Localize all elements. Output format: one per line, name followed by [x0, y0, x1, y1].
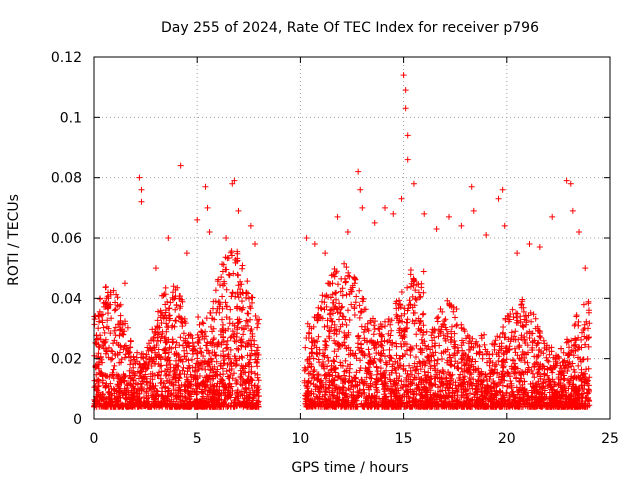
data-point: [404, 156, 411, 163]
y-tick-label: 0.12: [51, 50, 82, 66]
data-point: [355, 168, 362, 175]
data-point: [344, 228, 351, 235]
data-point: [251, 241, 258, 248]
y-tick-label: 0.06: [51, 231, 82, 247]
data-point: [483, 231, 490, 238]
x-tick-label: 10: [291, 431, 309, 447]
chart-title: Day 255 of 2024, Rate Of TEC Index for r…: [161, 20, 539, 36]
data-point: [311, 241, 318, 248]
data-point: [402, 105, 409, 112]
x-axis-label: GPS time / hours: [291, 460, 408, 476]
data-point: [247, 222, 254, 229]
y-tick-label: 0: [73, 412, 82, 428]
x-tick-label: 5: [193, 431, 202, 447]
data-point: [136, 174, 143, 181]
data-point: [470, 207, 477, 214]
y-tick-label: 0.1: [60, 110, 82, 126]
data-point: [536, 244, 543, 251]
data-point: [322, 250, 329, 257]
data-point: [402, 87, 409, 94]
data-point: [458, 222, 465, 229]
x-tick-label: 25: [601, 431, 619, 447]
dense-point-cloud: [91, 248, 593, 410]
data-point: [400, 72, 407, 79]
data-point: [421, 210, 428, 217]
x-tick-label: 20: [498, 431, 516, 447]
data-point: [204, 204, 211, 211]
y-tick-label: 0.04: [51, 291, 82, 307]
data-point: [495, 195, 502, 202]
x-tick-labels: 0 5 10 15 20 25: [90, 431, 619, 447]
data-point: [138, 186, 145, 193]
data-point: [567, 180, 574, 187]
data-point: [433, 225, 440, 232]
data-point: [229, 180, 236, 187]
data-point: [371, 219, 378, 226]
x-tick-label: 0: [90, 431, 99, 447]
data-point: [563, 177, 570, 184]
data-point: [526, 241, 533, 248]
y-tick-label: 0.08: [51, 171, 82, 187]
data-point: [235, 207, 242, 214]
data-point: [194, 216, 201, 223]
data-point: [177, 162, 184, 169]
data-point: [549, 213, 556, 220]
point-cloud-markers: [91, 248, 593, 410]
data-point: [499, 186, 506, 193]
data-point: [223, 235, 230, 241]
data-point: [231, 177, 238, 184]
data-point: [183, 250, 190, 257]
data-point: [138, 198, 145, 205]
x-tick-label: 15: [395, 431, 413, 447]
y-tick-labels: 0 0.02 0.04 0.06 0.08 0.1 0.12: [51, 50, 82, 428]
data-point: [390, 210, 397, 217]
data-point: [501, 222, 508, 229]
data-point: [404, 132, 411, 139]
grid-layer: [94, 57, 610, 419]
y-axis-label: ROTI / TECUs: [6, 194, 22, 286]
data-point: [334, 213, 341, 220]
data-point: [410, 180, 417, 187]
data-point: [359, 204, 366, 211]
data-point: [382, 204, 389, 211]
data-point: [152, 265, 159, 272]
data-point: [569, 207, 576, 214]
data-point: [582, 265, 589, 272]
data-points: [97, 72, 589, 302]
data-point: [107, 289, 114, 296]
data-point: [398, 195, 405, 202]
data-point: [202, 183, 209, 190]
data-point: [165, 235, 172, 241]
data-point: [303, 235, 310, 241]
axis-ticks: [93, 56, 611, 420]
data-point: [576, 228, 583, 235]
data-point: [514, 250, 521, 257]
data-point: [446, 213, 453, 220]
y-tick-label: 0.02: [51, 352, 82, 368]
data-point: [206, 228, 213, 235]
data-point: [357, 186, 364, 193]
data-point: [121, 280, 128, 287]
data-point: [468, 183, 475, 190]
